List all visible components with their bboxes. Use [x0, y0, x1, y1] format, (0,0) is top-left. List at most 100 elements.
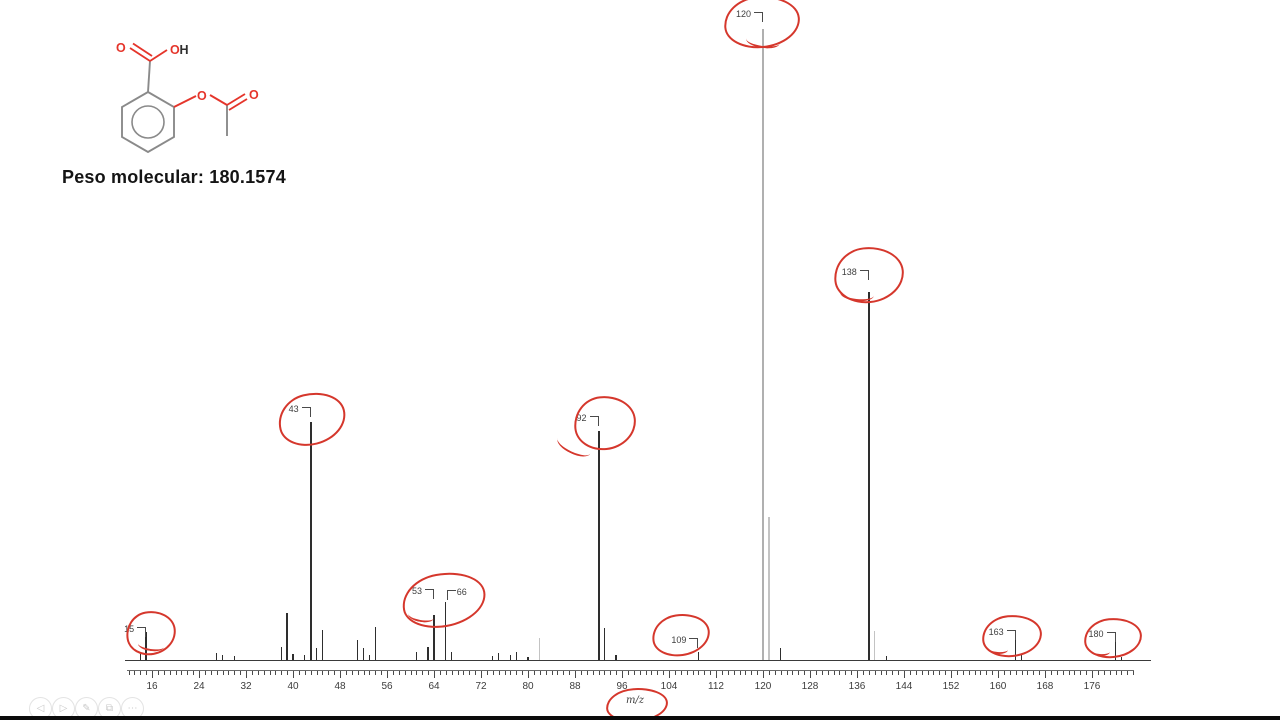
- axis-tick-label: 104: [660, 681, 678, 692]
- peak-label-bracket: [137, 627, 147, 637]
- axis-tick-label: 40: [287, 681, 299, 692]
- axis-tick: [357, 671, 359, 675]
- hydroxyl-o-label: O: [170, 43, 180, 57]
- back-button[interactable]: ◁: [29, 697, 52, 720]
- axis-tick: [710, 671, 712, 675]
- axis-tick: [181, 671, 183, 675]
- spectrum-peak: [215, 653, 218, 660]
- axis-tick: [539, 671, 541, 675]
- spectrum-peak: [280, 646, 282, 660]
- axis-tick: [592, 671, 594, 675]
- molecular-weight-caption: Peso molecular: 180.1574: [62, 167, 286, 187]
- axis-tick: [1097, 671, 1099, 675]
- axis-tick: [1121, 671, 1123, 675]
- axis-tick: [533, 671, 535, 675]
- axis-tick-label: 24: [193, 681, 205, 692]
- axis-tick: [575, 671, 577, 678]
- axis-tick: [257, 671, 259, 675]
- spectrum-peak: [762, 29, 764, 660]
- axis-tick: [909, 671, 911, 675]
- peak-label-bracket: [754, 12, 763, 22]
- spectrum-peak: [304, 654, 306, 660]
- annotation-circle: [980, 612, 1044, 660]
- axis-tick: [657, 671, 659, 675]
- axis-tick: [557, 671, 559, 675]
- axis-tick: [651, 671, 653, 675]
- annotation-circle: [649, 610, 713, 660]
- x-axis-ruler: [127, 670, 1134, 671]
- axis-tick: [1103, 671, 1105, 675]
- axis-tick: [815, 671, 817, 675]
- axis-tick-label: 152: [942, 681, 960, 692]
- axis-tick-label: 80: [522, 681, 534, 692]
- axis-tick: [522, 671, 524, 675]
- axis-tick: [1109, 671, 1111, 675]
- peak-label: 180: [1088, 629, 1104, 639]
- axis-tick: [692, 671, 694, 675]
- axis-tick-label: 56: [381, 681, 393, 692]
- peak-label: 163: [988, 627, 1004, 637]
- axis-tick: [1056, 671, 1058, 675]
- peak-label: 120: [735, 9, 751, 19]
- axis-tick: [551, 671, 553, 675]
- axis-tick: [704, 671, 706, 675]
- axis-tick: [774, 671, 776, 675]
- axis-tick: [345, 671, 347, 675]
- axis-tick: [228, 671, 230, 675]
- axis-tick: [698, 671, 700, 675]
- peak-label: 138: [841, 267, 857, 277]
- axis-tick: [146, 671, 148, 675]
- spectrum-peak: [492, 656, 494, 660]
- peak-label: 66: [456, 587, 467, 597]
- axis-tick: [763, 671, 765, 678]
- peak-label-bracket: [859, 270, 869, 280]
- axis-tick: [915, 671, 917, 675]
- axis-tick: [980, 671, 982, 675]
- axis-tick: [627, 671, 629, 675]
- axis-tick: [669, 671, 671, 678]
- axis-tick: [821, 671, 823, 675]
- peak-label-bracket: [589, 416, 599, 426]
- spectrum-peak: [139, 651, 141, 660]
- spectrum-peak: [427, 646, 429, 660]
- spectrum-peak: [145, 632, 147, 660]
- axis-tick-label: 128: [801, 681, 819, 692]
- axis-tick: [216, 671, 218, 675]
- forward-button[interactable]: ▷: [52, 697, 75, 720]
- spectrum-peak: [321, 629, 324, 660]
- bottom-black-bar: [0, 716, 1280, 720]
- axis-tick-label: 32: [240, 681, 252, 692]
- spectrum-peak: [315, 648, 318, 660]
- axis-tick: [422, 671, 424, 675]
- spectrum-peak: [450, 651, 453, 660]
- axis-tick: [645, 671, 647, 675]
- axis-tick: [481, 671, 483, 678]
- axis-tick: [169, 671, 171, 675]
- axis-tick: [457, 671, 459, 675]
- axis-tick: [140, 671, 142, 675]
- axis-tick: [475, 671, 477, 675]
- bond-ring-ester-o: [173, 95, 197, 108]
- peak-label: 53: [411, 586, 422, 596]
- spectrum-peak: [497, 653, 500, 660]
- spectrum-peak: [356, 639, 359, 660]
- axis-tick: [392, 671, 394, 675]
- axis-tick: [1039, 671, 1041, 675]
- axis-tick: [240, 671, 242, 675]
- axis-tick: [428, 671, 430, 675]
- axis-tick: [298, 671, 300, 675]
- spectrum-peak: [867, 292, 870, 660]
- axis-tick: [528, 671, 530, 678]
- axis-tick: [827, 671, 829, 675]
- hydroxyl-h-label: H: [180, 43, 189, 57]
- axis-tick-label: 176: [1083, 681, 1101, 692]
- axis-tick: [163, 671, 165, 675]
- axis-tick: [798, 671, 800, 675]
- axis-tick: [193, 671, 195, 675]
- axis-tick: [128, 671, 130, 675]
- axis-tick: [434, 671, 436, 678]
- axis-tick: [545, 671, 547, 675]
- axis-tick: [1009, 671, 1011, 675]
- axis-tick: [586, 671, 588, 675]
